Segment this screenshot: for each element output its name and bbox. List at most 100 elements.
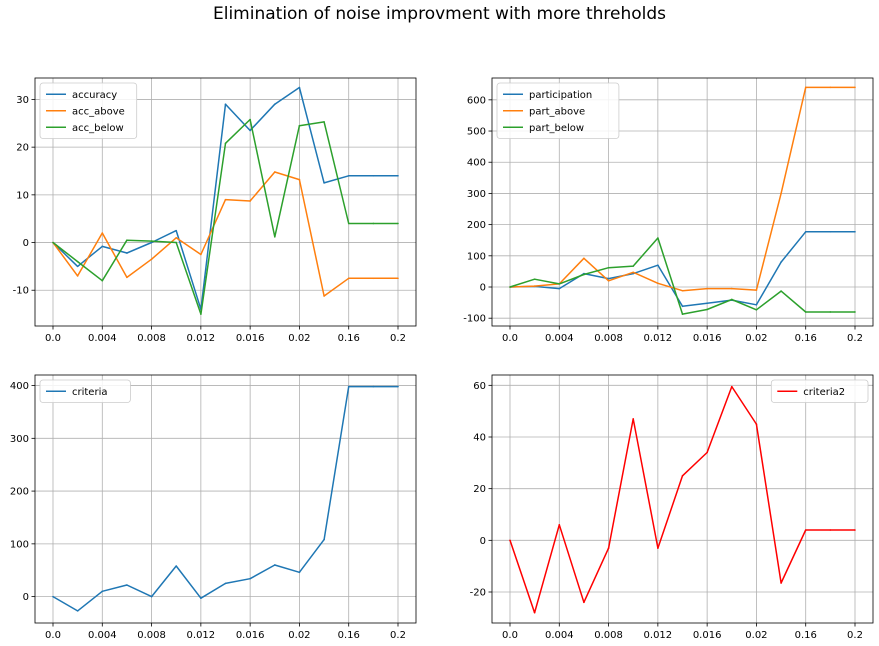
- x-tick-label: 0.02: [745, 333, 767, 344]
- data-point-part_below: [558, 283, 561, 285]
- y-tick-label: -10: [13, 286, 29, 297]
- figure-title: Elimination of noise improvment with mor…: [212, 4, 667, 24]
- data-point-criteria2: [583, 601, 585, 604]
- data-point-acc_above: [323, 295, 325, 297]
- axes-frame: [491, 374, 874, 624]
- x-tick-label: 0.004: [88, 333, 117, 344]
- y-tick-label: 0: [23, 592, 29, 603]
- data-point-criteria2: [681, 474, 684, 477]
- legend-box: [770, 379, 869, 403]
- y-tick-label: 40: [473, 433, 486, 444]
- x-tick-label: 0.008: [594, 630, 623, 641]
- data-point-participation: [558, 287, 561, 290]
- data-point-part_below: [730, 298, 733, 301]
- data-point-criteria2: [829, 529, 832, 531]
- data-point-part_below: [657, 237, 659, 239]
- data-point-criteria: [76, 610, 79, 612]
- legend: criteria: [39, 379, 131, 403]
- y-tick-label: 20: [473, 484, 486, 495]
- data-point-accuracy: [224, 103, 227, 106]
- data-point-criteria2: [804, 529, 807, 531]
- data-point-acc_below: [397, 222, 399, 225]
- y-tick-label: 60: [473, 381, 486, 392]
- data-point-accuracy: [372, 174, 375, 177]
- data-point-acc_below: [150, 240, 153, 242]
- data-point-part_above: [706, 287, 708, 290]
- data-point-criteria2: [854, 529, 856, 531]
- x-tick-label: 0.2: [390, 333, 406, 344]
- data-point-part_below: [509, 286, 511, 288]
- data-point-accuracy: [298, 86, 301, 89]
- data-point-part_above: [657, 282, 659, 285]
- x-tick-label: 0.016: [236, 630, 265, 641]
- data-point-acc_above: [347, 277, 350, 280]
- data-point-criteria: [101, 590, 104, 593]
- data-point-acc_above: [175, 236, 178, 239]
- data-point-part_below: [854, 311, 856, 313]
- data-point-criteria: [347, 385, 350, 388]
- data-point-participation: [755, 303, 758, 306]
- y-tick-label: -100: [463, 314, 486, 325]
- legend-label-accuracy: accuracy: [72, 90, 117, 101]
- data-point-participation: [706, 302, 708, 305]
- data-point-acc_below: [76, 260, 79, 263]
- x-tick-label: 0.008: [594, 333, 623, 344]
- data-point-participation: [681, 305, 684, 308]
- data-point-criteria2: [533, 611, 536, 614]
- data-point-criteria2: [730, 385, 733, 388]
- data-point-part_above: [607, 279, 610, 282]
- data-point-part_above: [780, 192, 782, 195]
- data-point-acc_above: [273, 171, 276, 173]
- x-tick-label: 0.02: [288, 333, 310, 344]
- data-point-acc_below: [372, 222, 375, 225]
- axes-frame: [491, 77, 874, 327]
- data-point-acc_below: [249, 118, 251, 121]
- data-point-acc_below: [298, 124, 301, 127]
- data-point-participation: [804, 230, 807, 233]
- data-point-criteria2: [558, 524, 561, 526]
- data-point-accuracy: [126, 252, 128, 254]
- legend-label-criteria2: criteria2: [803, 387, 845, 398]
- series-line-participation: [509, 231, 855, 308]
- y-tick-label: 100: [467, 251, 486, 262]
- legend-label-participation: participation: [529, 90, 592, 101]
- legend: criteria2: [770, 379, 869, 403]
- x-tick-label: 0.2: [390, 630, 406, 641]
- data-point-criteria2: [632, 418, 635, 420]
- data-point-part_above: [730, 287, 733, 290]
- data-point-acc_above: [397, 277, 399, 280]
- data-point-part_above: [533, 285, 536, 287]
- data-point-acc_above: [298, 178, 301, 181]
- data-point-part_above: [632, 271, 635, 274]
- data-point-criteria2: [657, 547, 659, 549]
- data-point-accuracy: [397, 174, 399, 177]
- x-tick-label: 0.012: [187, 333, 216, 344]
- legend-label-acc_below: acc_below: [72, 123, 124, 134]
- data-point-criteria: [249, 577, 251, 580]
- data-point-part_above: [755, 289, 758, 291]
- data-point-part_below: [780, 290, 782, 292]
- data-point-part_above: [681, 289, 684, 292]
- x-tick-label: 0.016: [693, 630, 722, 641]
- legend-label-part_above: part_above: [529, 106, 585, 117]
- axes-frame: [34, 374, 417, 624]
- data-point-acc_below: [200, 313, 202, 315]
- x-tick-label: 0.16: [338, 630, 360, 641]
- x-tick-label: 0.02: [745, 630, 767, 641]
- x-tick-label: 0.008: [137, 333, 166, 344]
- y-tick-label: 600: [467, 95, 486, 106]
- data-point-criteria: [224, 582, 227, 585]
- data-point-accuracy: [150, 241, 153, 244]
- data-point-acc_above: [249, 200, 251, 202]
- data-point-criteria2: [780, 582, 782, 584]
- data-point-acc_above: [150, 258, 153, 261]
- x-tick-label: 0.0: [45, 333, 61, 344]
- y-tick-label: 300: [467, 189, 486, 200]
- data-point-acc_below: [175, 241, 178, 244]
- y-tick-label: 200: [10, 487, 29, 498]
- data-point-part_below: [607, 266, 610, 269]
- x-tick-label: 0.012: [644, 630, 673, 641]
- data-point-criteria: [298, 571, 301, 574]
- y-tick-label: 0: [23, 238, 29, 249]
- data-point-criteria2: [509, 539, 511, 542]
